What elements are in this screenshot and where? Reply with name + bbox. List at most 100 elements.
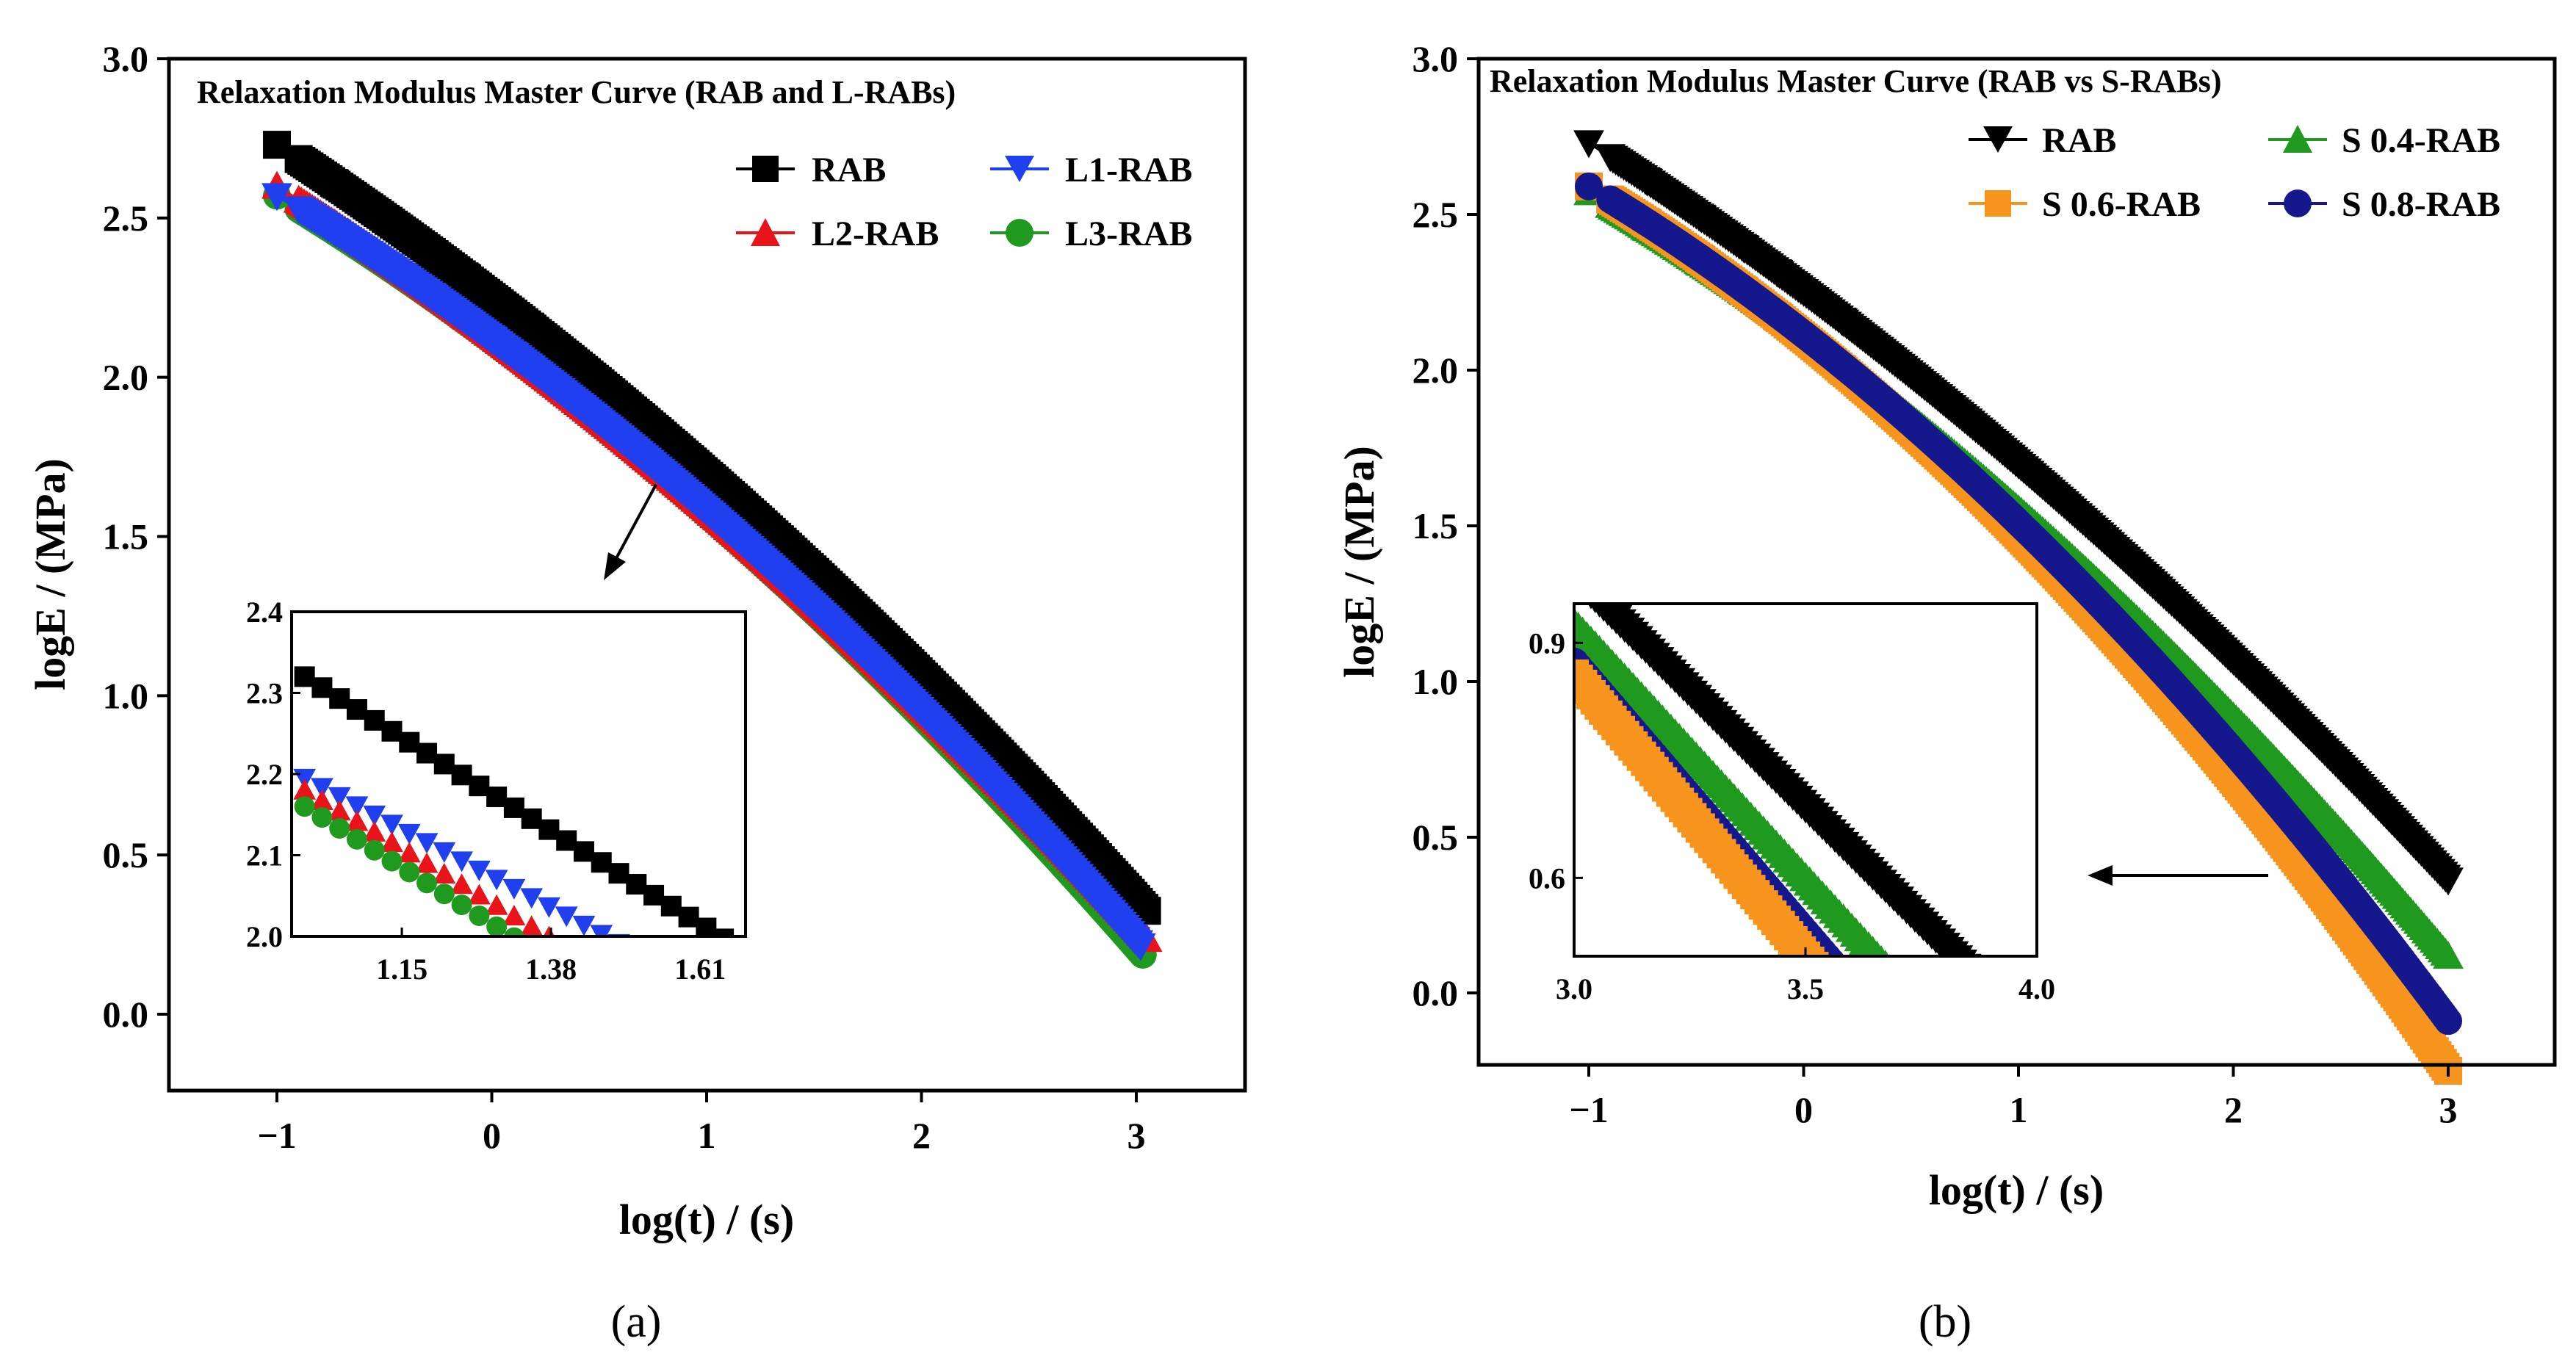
inset-data-point <box>1837 972 1866 1002</box>
inset-series-s-0.6-rab <box>1574 659 1850 1007</box>
panel-a-legend: RAB L1-RAB L2-RAB L3-RAB <box>736 151 1192 253</box>
inset-data-point <box>451 895 472 916</box>
panel-b: −1 0 1 2 3 0.0 0.5 1.0 1.5 2.0 2.5 3.0 Relaxation M… <box>1335 38 2557 1347</box>
inset-data-point <box>364 839 385 861</box>
inset-data-point <box>328 787 351 808</box>
legend-marker-triangle-down <box>1005 156 1034 182</box>
inset-data-point <box>485 894 508 915</box>
inset-data-point <box>486 787 508 808</box>
legend-label-rab: RAB <box>812 151 886 189</box>
inset-data-point <box>503 927 524 936</box>
y-tick-label: 3.0 <box>103 38 149 79</box>
inset-data-point <box>678 906 699 928</box>
inset-x-tick-label: 4.0 <box>2018 972 2055 1005</box>
inset-data-point <box>520 888 544 909</box>
inset-data-point <box>1877 959 1910 989</box>
panel-b-legend: RAB S 0.4-RAB S 0.6-RAB S 0.8-RAB <box>1969 121 2500 224</box>
inset-data-point <box>467 860 491 881</box>
inset-data-point <box>1894 977 1927 1007</box>
inset-series-s-0.4-rab <box>1574 607 1927 1007</box>
inset-series-rab <box>294 666 769 971</box>
y-tick-label: 2.5 <box>1413 194 1459 235</box>
inset-data-point <box>1881 950 1889 956</box>
inset-data-point <box>345 796 369 817</box>
panel-a-arrow <box>604 484 657 580</box>
inset-a-ticks: 1.15 1.38 1.61 2.0 2.1 2.2 2.3 2.4 <box>246 596 726 986</box>
inset-data-point <box>311 807 333 828</box>
panel-a-ticks: −1 0 1 2 3 0.0 0.5 1.0 1.5 2.0 2.5 3.0 <box>103 38 1146 1156</box>
inset-data-point <box>399 861 420 883</box>
inset-data-point <box>1799 951 1829 956</box>
inset-data-point <box>380 814 403 836</box>
x-tick-label: 0 <box>1794 1089 1813 1130</box>
x-tick-label: −1 <box>1569 1089 1609 1130</box>
inset-data-point <box>1820 977 1850 1007</box>
inset-y-tick-label: 0.9 <box>1529 626 1565 659</box>
inset-data-point <box>380 831 403 853</box>
inset-data-point <box>328 800 351 821</box>
inset-data-point <box>1953 958 1985 987</box>
inset-data-point <box>521 808 542 829</box>
inset-data-point <box>1825 958 1854 987</box>
y-tick-label: 2.0 <box>103 357 149 398</box>
series-rab <box>1573 130 2464 896</box>
inset-a-series <box>293 666 769 977</box>
inset-data-point <box>1558 563 1590 593</box>
x-tick-label: 1 <box>2010 1089 2028 1130</box>
data-point <box>2433 941 2464 969</box>
y-tick-label: 1.0 <box>1413 661 1459 702</box>
inset-data-point <box>538 819 560 840</box>
inset-data-point <box>590 925 613 936</box>
panel-a-label: (a) <box>611 1297 662 1347</box>
panel-b-title: Relaxation Modulus Master Curve (RAB vs … <box>1490 63 2222 99</box>
y-tick-label: 1.5 <box>1413 505 1459 546</box>
inset-x-tick-label: 1.38 <box>525 953 577 986</box>
inset-data-point <box>1566 571 1598 601</box>
inset-data-point <box>590 957 613 977</box>
data-point <box>1573 130 1604 159</box>
inset-data-point <box>451 765 472 786</box>
inset-data-point <box>329 817 350 839</box>
legend-marker-triangle-down-b <box>1983 126 2013 153</box>
x-tick-label: −1 <box>257 1115 297 1156</box>
inset-data-point <box>399 731 420 753</box>
inset-y-tick-label: 2.0 <box>246 920 283 953</box>
inset-data-point <box>397 842 421 863</box>
inset-data-point <box>450 873 473 895</box>
inset-data-point <box>363 805 386 826</box>
inset-data-point <box>1833 967 1862 997</box>
data-point <box>1575 172 1603 200</box>
inset-data-point <box>625 943 648 964</box>
inset-data-point <box>486 916 508 936</box>
series-rab <box>263 131 1161 925</box>
inset-data-point <box>1962 966 1994 996</box>
inset-b-ticks: 3.0 3.5 4.0 0.6 0.9 <box>1529 626 2055 1005</box>
inset-data-point <box>1841 977 1871 1006</box>
inset-data-point <box>748 950 769 971</box>
legend-marker-square <box>752 156 779 182</box>
inset-data-point <box>660 895 682 917</box>
panel-b-xlabel: log(t) / (s) <box>1929 1166 2104 1214</box>
inset-data-point <box>1966 971 1999 1000</box>
y-tick-label: 0.5 <box>1413 817 1459 858</box>
inset-data-point <box>415 852 439 873</box>
inset-data-point <box>311 789 333 810</box>
inset-data-point <box>1949 953 1982 956</box>
panel-a-series <box>261 131 1163 969</box>
inset-data-point <box>572 915 596 936</box>
x-tick-label: 2 <box>2224 1089 2243 1130</box>
legend-label-s04: S 0.4-RAB <box>2342 121 2500 160</box>
inset-x-tick-label: 3.0 <box>1556 972 1592 1005</box>
inset-data-point <box>397 823 421 845</box>
inset-data-point <box>329 688 350 709</box>
inset-data-point <box>626 874 647 895</box>
inset-data-point <box>1970 975 2002 1004</box>
inset-data-point <box>469 905 490 926</box>
inset-data-point <box>346 699 367 720</box>
inset-data-point <box>1882 964 1914 993</box>
x-tick-label: 2 <box>912 1115 931 1156</box>
legend-label-l3: L3-RAB <box>1065 214 1192 253</box>
inset-plot-area <box>293 666 769 977</box>
inset-series-l1-rab <box>293 768 648 964</box>
inset-data-point <box>555 906 578 928</box>
